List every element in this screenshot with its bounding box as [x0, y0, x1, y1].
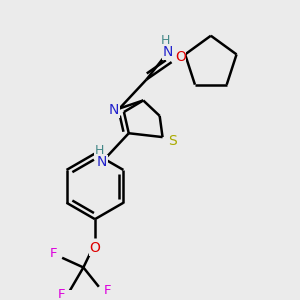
Text: F: F: [50, 248, 57, 260]
Text: H: H: [95, 144, 104, 157]
Text: F: F: [104, 284, 111, 297]
Text: N: N: [97, 155, 107, 169]
Text: H: H: [161, 34, 170, 47]
Text: N: N: [109, 103, 119, 117]
Text: O: O: [175, 50, 186, 64]
Text: F: F: [57, 288, 65, 300]
Text: O: O: [89, 241, 100, 255]
Text: S: S: [168, 134, 177, 148]
Text: N: N: [163, 46, 173, 59]
